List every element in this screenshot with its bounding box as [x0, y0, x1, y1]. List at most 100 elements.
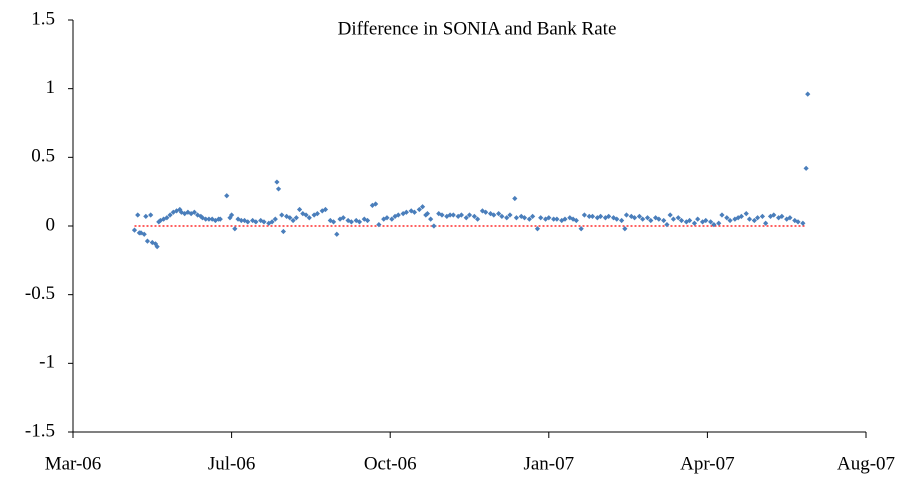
point	[330, 219, 337, 225]
point	[562, 216, 568, 222]
point	[245, 219, 251, 225]
point	[567, 215, 573, 221]
point	[776, 215, 782, 221]
point	[306, 215, 312, 221]
y-tick-label: -1	[39, 352, 55, 373]
point	[570, 216, 576, 222]
point	[594, 215, 600, 221]
point	[148, 212, 154, 218]
point	[499, 213, 505, 219]
point	[708, 219, 714, 225]
point	[274, 179, 280, 185]
y-tick-label: 1	[46, 77, 56, 98]
point	[428, 216, 434, 222]
point	[787, 215, 793, 221]
point	[203, 216, 209, 222]
x-tick-label: Oct-06	[364, 453, 417, 474]
point	[738, 213, 744, 219]
point	[622, 226, 628, 232]
point	[578, 226, 584, 232]
point	[224, 193, 230, 199]
point	[683, 219, 689, 225]
point	[589, 213, 596, 219]
point	[284, 213, 290, 219]
point	[253, 219, 259, 225]
point	[314, 211, 320, 217]
point	[614, 216, 620, 222]
point	[631, 215, 638, 221]
y-tick-label: 1.5	[31, 8, 55, 29]
point	[167, 212, 173, 218]
point	[232, 226, 238, 232]
point	[719, 212, 725, 218]
x-tick-label: Mar-06	[45, 453, 102, 474]
point	[636, 213, 643, 219]
point	[610, 215, 617, 221]
point	[534, 226, 541, 232]
point	[507, 212, 513, 218]
point	[455, 213, 461, 219]
point	[164, 215, 170, 221]
point	[675, 215, 681, 221]
point	[389, 216, 395, 222]
point	[479, 208, 486, 214]
point	[400, 211, 406, 217]
point	[586, 213, 592, 219]
point	[724, 215, 730, 221]
point	[686, 217, 693, 224]
point	[206, 216, 212, 222]
point	[345, 217, 351, 224]
point	[513, 215, 520, 221]
point	[275, 186, 282, 192]
point	[143, 213, 149, 219]
point	[436, 211, 442, 217]
point	[619, 217, 625, 224]
point	[444, 213, 450, 219]
point	[597, 213, 604, 219]
point	[743, 211, 749, 217]
point	[526, 216, 532, 222]
point	[805, 91, 811, 97]
point	[661, 217, 667, 224]
point	[458, 212, 465, 218]
x-tick-label: Apr-07	[680, 453, 735, 474]
point	[361, 216, 367, 222]
point	[546, 215, 552, 221]
point	[732, 216, 738, 222]
point	[771, 212, 777, 218]
point	[763, 220, 769, 226]
point	[751, 217, 757, 224]
point	[530, 213, 536, 219]
point	[447, 212, 453, 218]
point	[416, 206, 422, 213]
point	[217, 216, 223, 222]
point	[581, 212, 588, 218]
point	[135, 212, 141, 218]
point	[538, 215, 544, 221]
point	[521, 215, 528, 221]
point	[369, 202, 375, 208]
point	[648, 217, 654, 224]
point	[792, 217, 798, 224]
point	[293, 215, 299, 221]
point	[640, 216, 646, 222]
point	[424, 211, 431, 217]
point	[373, 201, 379, 207]
point	[322, 206, 329, 213]
point	[450, 212, 456, 218]
y-tick-label: -0.5	[25, 283, 55, 304]
point	[144, 238, 151, 244]
point	[334, 231, 340, 237]
point	[340, 215, 346, 221]
point	[131, 227, 138, 233]
y-tick-label: -1.5	[25, 420, 55, 441]
point	[395, 212, 401, 218]
point	[727, 217, 733, 224]
point	[463, 215, 469, 221]
point	[229, 212, 235, 218]
chart-title: Difference in SONIA and Bank Rate	[338, 18, 617, 39]
point	[656, 216, 662, 222]
point	[466, 212, 473, 218]
point	[269, 219, 275, 225]
